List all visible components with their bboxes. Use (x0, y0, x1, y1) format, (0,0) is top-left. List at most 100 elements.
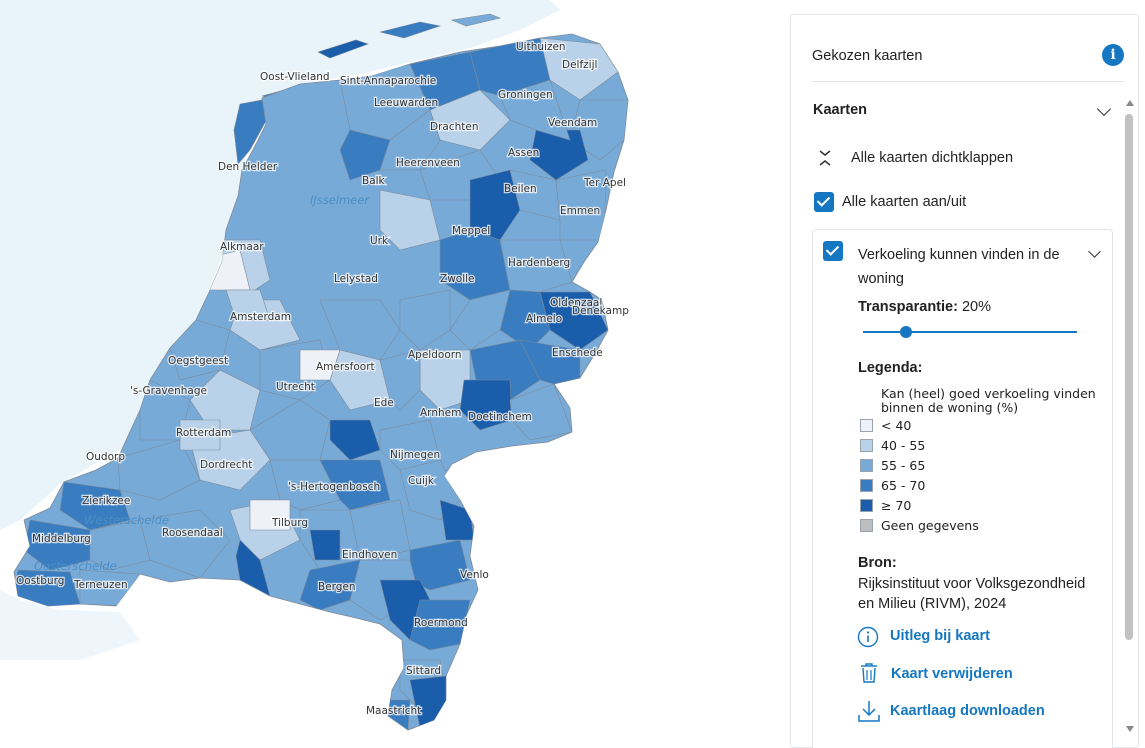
place-label: Uithuizen (516, 41, 566, 53)
place-label: Nijmegen (390, 449, 440, 461)
legend-swatch (860, 499, 873, 512)
place-label: Amsterdam (230, 311, 291, 323)
place-label: Oldenzaal (550, 297, 602, 309)
legend-title-line2: binnen de woning (%) (881, 400, 1019, 415)
place-label: Urk (370, 235, 389, 247)
choropleth-map[interactable]: IJsselmeer Westerschelde Oosterschelde O… (0, 0, 790, 748)
transparency-slider-track[interactable] (863, 331, 1077, 333)
download-layer-label[interactable]: Kaartlaag downloaden (890, 703, 1045, 719)
legend-swatch (860, 419, 873, 432)
checkbox-checked[interactable] (814, 192, 834, 212)
maps-section-header[interactable]: Kaarten (813, 101, 1125, 126)
place-label: Rotterdam (176, 427, 231, 439)
scroll-thumb[interactable] (1125, 114, 1133, 640)
legend-item-label: Geen gegevens (881, 518, 979, 533)
place-label: Ede (374, 397, 394, 409)
source-line1: Rijksinstituut voor Volksgezondheid (858, 576, 1086, 592)
section-title: Kaarten (813, 102, 867, 118)
place-label: Arnhem (420, 407, 461, 419)
panel-scrollbar[interactable] (1124, 100, 1136, 736)
transparency-label: Transparantie: (858, 299, 958, 315)
place-label: Middelburg (32, 533, 91, 545)
trash-icon (861, 663, 877, 683)
legend-swatch (860, 519, 873, 532)
legend-swatch (860, 439, 873, 452)
legend-item-label: 65 - 70 (881, 478, 926, 493)
place-label: Heerenveen (396, 157, 460, 169)
chevron-down-icon[interactable] (1096, 101, 1112, 117)
place-label: Denekamp (572, 305, 629, 317)
place-label: Venlo (460, 569, 489, 581)
place-label: Balk (362, 175, 386, 187)
place-label: Eindhoven (342, 549, 397, 561)
scroll-up-icon[interactable] (1126, 100, 1134, 106)
layer-title-line2: woning (858, 271, 904, 287)
legend-heading: Legenda: (858, 360, 923, 376)
place-labels: Oost-Vlieland Sint-Annaparochie Uithuize… (15, 40, 631, 719)
download-icon (858, 701, 880, 722)
place-label: Assen (508, 147, 539, 159)
place-label: Drachten (430, 121, 479, 133)
place-label: Maastricht (366, 705, 421, 717)
remove-map-link[interactable]: Kaart verwijderen (857, 662, 1097, 686)
transparency-slider-thumb[interactable] (899, 326, 912, 338)
legend-title: Kan (heel) goed verkoeling vinden binnen… (881, 387, 1096, 415)
place-label: Cuijk (408, 475, 435, 487)
place-label: Oost-Vlieland (260, 71, 330, 83)
place-label: Beilen (504, 183, 537, 195)
source-text: Rijksinstituut voor Volksgezondheid en M… (858, 574, 1085, 614)
transparency-row: Transparantie: 20% (858, 299, 991, 315)
place-label: Meppel (452, 225, 490, 237)
transparency-value: 20% (961, 299, 991, 315)
place-label: Dordrecht (200, 459, 252, 471)
place-label: 's-Hertogenbosch (288, 481, 380, 493)
place-label: Oegstgeest (168, 355, 228, 367)
toggle-all-checkbox[interactable]: Alle kaarten aan/uit (814, 192, 1094, 214)
source-heading: Bron: (858, 555, 897, 571)
legend-item-label: < 40 (881, 418, 912, 433)
info-icon[interactable]: i (1102, 44, 1124, 66)
place-label: Amersfoort (316, 361, 375, 373)
place-label: Doetinchem (468, 411, 532, 423)
place-label: Roermond (414, 617, 468, 629)
place-label: 's-Gravenhage (130, 385, 207, 397)
place-label: Groningen (498, 89, 553, 101)
water-label-westerschelde: Westerschelde (84, 513, 169, 527)
place-label: Veendam (548, 117, 597, 129)
water-label-oosterschelde: Oosterschelde (34, 559, 117, 573)
place-label: Leeuwarden (374, 97, 438, 109)
legend-title-line1: Kan (heel) goed verkoeling vinden (881, 386, 1096, 401)
map-canvas[interactable]: IJsselmeer Westerschelde Oosterschelde O… (0, 0, 790, 748)
explain-map-link[interactable]: Uitleg bij kaart (857, 626, 1097, 648)
place-label: Ter Apel (583, 177, 626, 189)
place-label: Emmen (560, 205, 600, 217)
layer-title-line1: Verkoeling kunnen vinden in de (858, 247, 1060, 263)
place-label: Bergen (318, 581, 356, 593)
remove-map-label[interactable]: Kaart verwijderen (891, 666, 1013, 682)
place-label: Lelystad (334, 273, 378, 285)
place-label: Zierikzee (82, 495, 130, 507)
place-label: Enschede (552, 347, 603, 359)
source-line2: en Milieu (RIVM), 2024 (858, 596, 1007, 612)
info-outline-icon (857, 626, 879, 648)
place-label: Roosendaal (162, 527, 223, 539)
place-label: Almelo (526, 313, 562, 325)
scroll-down-icon[interactable] (1126, 726, 1134, 732)
collapse-all-label: Alle kaarten dichtklappen (851, 150, 1014, 166)
layer-visibility-checkbox[interactable] (823, 241, 843, 261)
toggle-all-label: Alle kaarten aan/uit (842, 194, 967, 210)
explain-map-label[interactable]: Uitleg bij kaart (890, 628, 990, 644)
place-label: Alkmaar (220, 241, 264, 253)
legend-item-label: ≥ 70 (881, 498, 912, 513)
place-label: Zwolle (440, 273, 475, 285)
place-label: Tilburg (271, 517, 308, 529)
download-layer-link[interactable]: Kaartlaag downloaden (857, 699, 1097, 723)
layer-title[interactable]: Verkoeling kunnen vinden in de woning (858, 243, 1088, 291)
collapse-icon (819, 150, 831, 166)
place-label: Utrecht (276, 381, 315, 393)
place-label: Terneuzen (73, 579, 128, 591)
place-label: Apeldoorn (408, 349, 462, 361)
collapse-all-button[interactable]: Alle kaarten dichtklappen (818, 148, 1098, 170)
legend-swatch (860, 459, 873, 472)
legend-item-label: 40 - 55 (881, 438, 926, 453)
